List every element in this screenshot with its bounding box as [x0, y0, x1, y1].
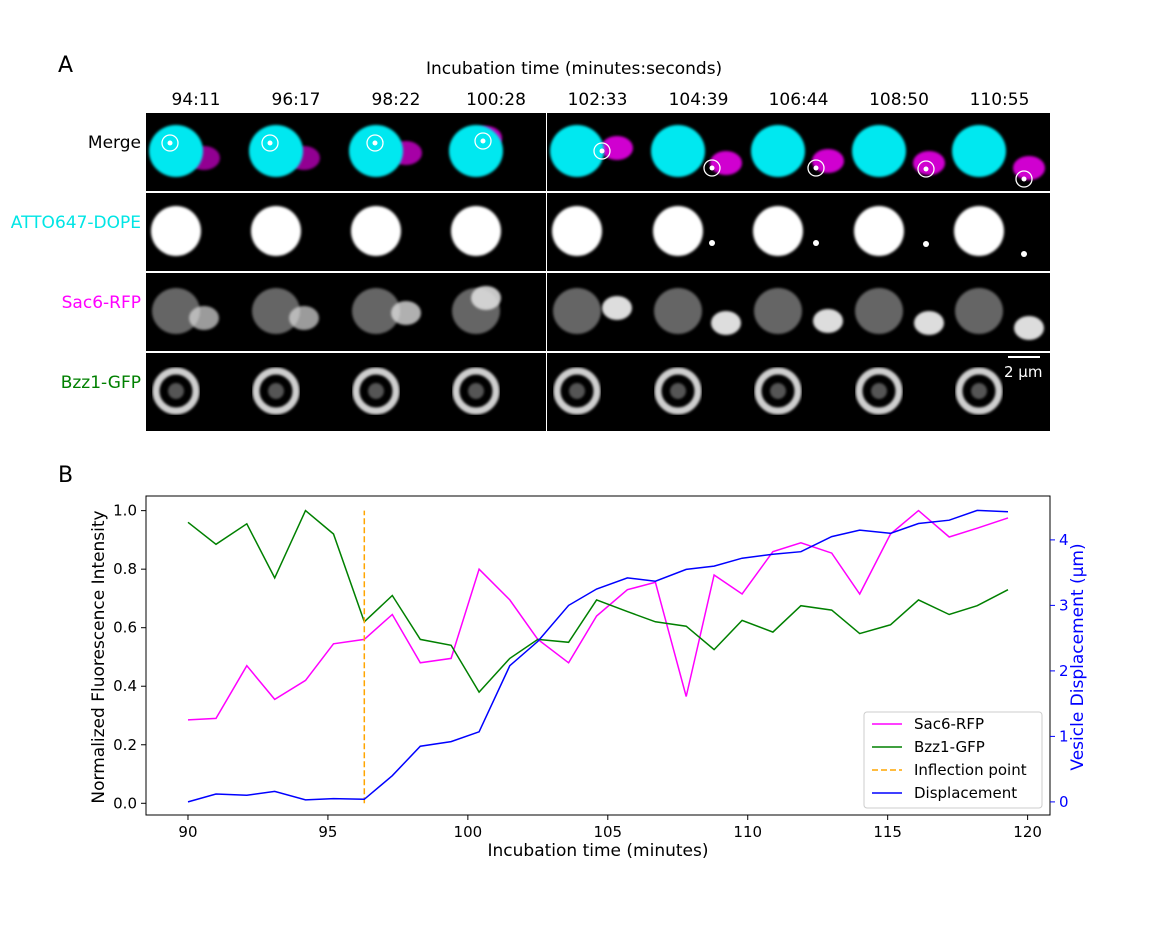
y-tick-label: 1.0 [113, 502, 137, 520]
y2-tick-label: 4 [1059, 531, 1069, 549]
timepoint-label: 98:22 [371, 90, 421, 110]
x-axis-label: Incubation time (minutes) [488, 841, 709, 861]
scale-bar [1008, 356, 1040, 358]
micrograph-tile [446, 353, 546, 431]
micrograph-tile [748, 273, 849, 351]
y-tick-label: 0.2 [113, 736, 137, 754]
row-label: Bzz1-GFP [60, 373, 141, 393]
y2-tick-label: 2 [1059, 662, 1069, 680]
micrograph-tile [246, 273, 346, 351]
timepoint-label: 96:17 [271, 90, 321, 110]
x-tick-label: 90 [178, 823, 197, 841]
micrograph-tile [849, 353, 949, 431]
y2-tick-label: 0 [1059, 793, 1069, 811]
y-tick-label: 0.8 [113, 560, 137, 578]
legend-label: Bzz1-GFP [914, 738, 985, 756]
micrograph-tile [849, 113, 949, 191]
timepoint-label: 110:55 [969, 90, 1030, 110]
micrograph-tile [346, 193, 446, 271]
micrograph-tile [246, 113, 346, 191]
legend-label: Sac6-RFP [914, 715, 984, 733]
micrograph-tile [849, 193, 949, 271]
row-label: Sac6-RFP [61, 293, 141, 313]
series-line [187, 509, 1009, 803]
micrograph-tile [446, 193, 546, 271]
micrograph-tile [146, 113, 246, 191]
micrograph-tile [648, 273, 749, 351]
micrograph-tile [346, 273, 446, 351]
legend-box [863, 711, 1043, 809]
x-tick-label: 105 [593, 823, 622, 841]
plot-frame [145, 495, 1051, 816]
series-line [187, 509, 1009, 721]
x-tick-label: 115 [873, 823, 902, 841]
y-tick-label: 0.0 [113, 794, 137, 812]
x-tick-label: 120 [1013, 823, 1042, 841]
y2-tick-label: 1 [1059, 727, 1069, 745]
legend-label: Inflection point [914, 761, 1027, 779]
micrograph-tile [146, 273, 246, 351]
y2-axis-label: Vesicle Displacement (µm) [1068, 543, 1088, 770]
micrograph-tile [748, 113, 849, 191]
y-axis-label: Normalized Fluorescence Intensity [89, 510, 109, 803]
micrograph-tile [446, 113, 546, 191]
timepoint-label: 100:28 [466, 90, 526, 110]
timepoint-label: 102:33 [567, 90, 628, 110]
micrograph-tile [748, 353, 849, 431]
y-tick-label: 0.4 [113, 677, 137, 695]
x-tick-label: 100 [454, 823, 483, 841]
y2-tick-label: 3 [1059, 596, 1069, 614]
panel-a-letter: A [58, 53, 74, 78]
micrograph-tile [648, 353, 749, 431]
micrograph-tile [446, 273, 546, 351]
micrograph-tile [246, 353, 346, 431]
x-tick-label: 110 [733, 823, 762, 841]
timepoint-label: 108:50 [869, 90, 929, 110]
micrograph-tile [949, 113, 1050, 191]
y-tick-label: 0.6 [113, 619, 137, 637]
series-line [187, 509, 1009, 694]
timepoint-label: 94:11 [171, 90, 221, 110]
micrograph-tile [547, 113, 648, 191]
row-label: ATTO647-DOPE [10, 213, 141, 233]
micrograph-tile [547, 353, 648, 431]
micrograph-tile [949, 353, 1050, 431]
micrograph-tile [547, 193, 648, 271]
micrograph-tile [949, 193, 1050, 271]
micrograph-tile [547, 273, 648, 351]
panel-b-letter: B [58, 463, 74, 488]
micrograph-tile [346, 353, 446, 431]
timepoint-label: 104:39 [668, 90, 729, 110]
micrograph-tile [146, 353, 246, 431]
legend-label: Displacement [914, 784, 1017, 802]
micrograph-tile [648, 193, 749, 271]
legend: Sac6-RFP Bzz1-GFP Inflection point Displace… [863, 711, 1043, 809]
micrograph-tile [648, 113, 749, 191]
row-label: Merge [87, 133, 141, 153]
micrograph-tile [346, 113, 446, 191]
micrograph-tile [146, 193, 246, 271]
micrograph-tile [949, 273, 1050, 351]
timepoint-label: 106:44 [768, 90, 829, 110]
micrograph-tile [748, 193, 849, 271]
micrograph-tile [246, 193, 346, 271]
panel-a-title: Incubation time (minutes:seconds) [426, 59, 723, 79]
micrograph-tile [849, 273, 949, 351]
x-tick-label: 95 [318, 823, 337, 841]
scale-bar-label: 2 µm [1004, 363, 1043, 381]
